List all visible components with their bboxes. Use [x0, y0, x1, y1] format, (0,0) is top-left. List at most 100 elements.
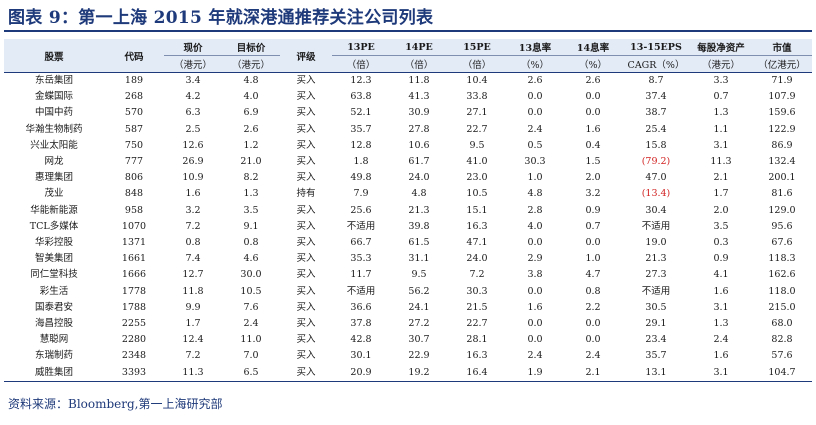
table-cell: 29.1	[645, 318, 667, 330]
table-cell: 24.0	[408, 172, 430, 184]
table-cell: 24.1	[408, 301, 430, 313]
table-cell: 2.1	[564, 364, 622, 382]
table-cell: 1.9	[506, 364, 564, 382]
table-cell: 25.6	[350, 204, 372, 216]
table-cell: 10.5	[466, 188, 488, 200]
title-divider	[4, 30, 812, 32]
table-cell: 52.1	[350, 107, 372, 119]
stock-name-cell: 东瑞制药	[34, 350, 73, 362]
table-cell: 806	[124, 172, 144, 184]
table-cell: 27.2	[408, 318, 430, 330]
column-unit: （港元）	[164, 55, 222, 73]
table-cell: 买入	[296, 350, 316, 362]
table-cell: 22.7	[466, 318, 488, 330]
table-cell: 2255	[121, 318, 147, 330]
column-header: 每股净资产	[690, 39, 752, 56]
table-cell: 买入	[296, 107, 316, 119]
stock-name-cell: 威胜集团	[4, 364, 104, 382]
table-cell: 28.1	[466, 334, 488, 346]
table-row: 国泰君安 1788 9.9 7.6 买入 36.6 24.1 21.5 1.6 2.2 30.5 3.…	[4, 300, 812, 316]
stock-name-cell: 智美集团	[34, 253, 73, 265]
stock-name-cell: 国泰君安	[34, 301, 73, 313]
table-cell: 1.0	[585, 253, 601, 265]
table-cell: 7.2	[185, 350, 201, 362]
table-cell: 0.8	[585, 285, 601, 297]
table-cell: 570	[124, 107, 144, 119]
table-cell: 37.4	[645, 91, 667, 103]
table-cell: 11.8	[182, 285, 204, 297]
table-row: 智美集团 1661 7.4 4.6 买入 35.3 31.1 24.0 2.9 1.0 21.3 0.…	[4, 251, 812, 267]
table-cell: 1.1	[713, 123, 729, 135]
table-cell: 107.9	[768, 91, 796, 103]
table-cell: 2.0	[585, 172, 601, 184]
table-cell: 2.6	[243, 123, 259, 135]
table-cell: 68.0	[771, 318, 793, 330]
table-cell: 30.7	[408, 334, 430, 346]
table-cell: 16.3	[466, 350, 488, 362]
table-cell: 2.5	[185, 123, 201, 135]
table-cell: 买入	[296, 318, 316, 330]
table-cell: 3.1	[690, 364, 752, 382]
table-cell: 39.8	[408, 220, 430, 232]
table-cell: 不适用	[641, 220, 671, 232]
table-cell: 20.9	[332, 364, 390, 382]
table-cell: 不适用	[346, 285, 376, 297]
table-cell: 10.9	[182, 172, 204, 184]
table-cell: 12.7	[182, 269, 204, 281]
table-cell: 1.7	[185, 318, 201, 330]
column-unit: （倍）	[390, 55, 448, 73]
table-cell: 26.9	[182, 156, 204, 168]
column-unit: （%）	[506, 55, 564, 73]
table-cell: 189	[124, 75, 144, 86]
table-cell: 22.7	[466, 123, 488, 135]
table-cell: 3393	[104, 364, 164, 382]
table-cell: 买入	[296, 123, 316, 135]
table-cell: 31.1	[408, 253, 430, 265]
table-cell: 2348	[121, 350, 147, 362]
table-cell: 0.0	[527, 318, 543, 330]
stock-name-cell: 慧聪网	[39, 334, 69, 346]
table-cell: 118.0	[768, 285, 796, 297]
table-cell: 买入	[296, 156, 316, 168]
table-cell: 132.4	[768, 156, 796, 168]
column-header: 股票	[4, 39, 104, 73]
table-cell: 200.1	[768, 172, 796, 184]
table-row: 同仁堂科技 1666 12.7 30.0 买入 11.7 9.5 7.2 3.8 4.7 27.3 4…	[4, 267, 812, 283]
table-cell: 41.0	[466, 156, 488, 168]
table-cell: 1666	[121, 269, 147, 281]
table-cell: 4.0	[243, 91, 259, 103]
table-cell: 0.0	[527, 334, 543, 346]
table-cell: 49.8	[350, 172, 372, 184]
table-cell: 买入	[296, 220, 316, 232]
table-cell: 买入	[296, 91, 316, 103]
table-cell: 0.9	[585, 204, 601, 216]
table-cell: 35.7	[350, 123, 372, 135]
table-cell: 8.2	[243, 172, 259, 184]
table-cell: 2.4	[527, 123, 543, 135]
table-cell: 1778	[121, 285, 147, 297]
table-cell: (79.2)	[641, 156, 671, 168]
table-cell: 66.7	[350, 237, 372, 249]
table-cell: 7.2	[469, 269, 485, 281]
table-cell: 0.9	[713, 253, 729, 265]
table-cell: 7.6	[243, 301, 259, 313]
table-cell: 6.5	[222, 364, 280, 382]
table-cell: 3.1	[713, 139, 729, 151]
table-cell: 750	[124, 139, 144, 151]
table-cell: 268	[124, 91, 144, 103]
table-cell: 0.0	[527, 91, 543, 103]
table-row: 惠理集团 806 10.9 8.2 买入 49.8 24.0 23.0 1.0 2.0 47.0 2.…	[4, 170, 812, 186]
table-cell: 9.1	[243, 220, 259, 232]
stock-name-cell: 海昌控股	[34, 318, 73, 330]
table-cell: 12.6	[182, 139, 204, 151]
table-cell: 9.9	[185, 301, 201, 313]
table-row: 中国中药 570 6.3 6.9 买入 52.1 30.9 27.1 0.0 0.0 38.7 1.3…	[4, 105, 812, 121]
column-header: 13-15EPS	[622, 39, 690, 56]
table-cell: 122.9	[768, 123, 796, 135]
stock-name-cell: 中国中药	[34, 107, 73, 119]
table-cell: 16.3	[466, 220, 488, 232]
table-cell: 215.0	[768, 301, 796, 313]
table-cell: 0.4	[585, 139, 601, 151]
column-unit: （亿港元）	[752, 55, 812, 73]
table-cell: 12.8	[350, 139, 372, 151]
